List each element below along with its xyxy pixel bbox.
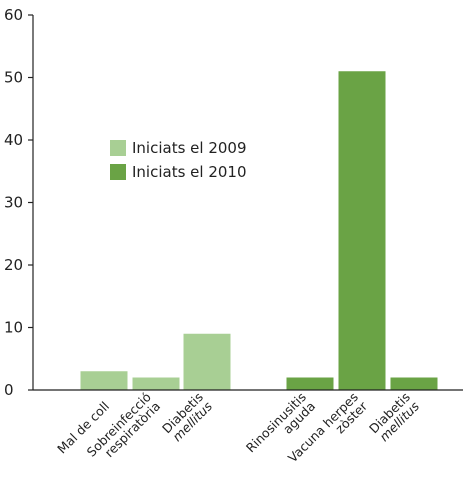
bar-2010 — [286, 377, 334, 390]
y-tick-label: 10 — [4, 319, 23, 337]
bars — [80, 71, 438, 390]
legend-swatch — [110, 164, 126, 180]
legend-label: Iniciats el 2009 — [132, 139, 247, 157]
bar-2009 — [80, 371, 128, 390]
y-tick-label: 60 — [4, 6, 23, 24]
bar-2010 — [390, 377, 438, 390]
bar-2009 — [183, 333, 231, 390]
y-tick-label: 50 — [4, 69, 23, 87]
legend-swatch — [110, 140, 126, 156]
y-axis: 0 10 20 30 40 50 60 — [4, 6, 34, 399]
y-tick-label: 20 — [4, 256, 23, 274]
y-tick-label: 30 — [4, 194, 23, 212]
bar-2009 — [132, 377, 180, 390]
category-labels: Mal de collSobreinfecciórespiratòriaDiab… — [54, 389, 422, 465]
bar-2010 — [338, 71, 386, 390]
legend-label: Iniciats el 2010 — [132, 163, 247, 181]
legend: Iniciats el 2009 Iniciats el 2010 — [110, 139, 247, 181]
y-tick-label: 40 — [4, 131, 23, 149]
y-tick-label: 0 — [4, 381, 14, 399]
